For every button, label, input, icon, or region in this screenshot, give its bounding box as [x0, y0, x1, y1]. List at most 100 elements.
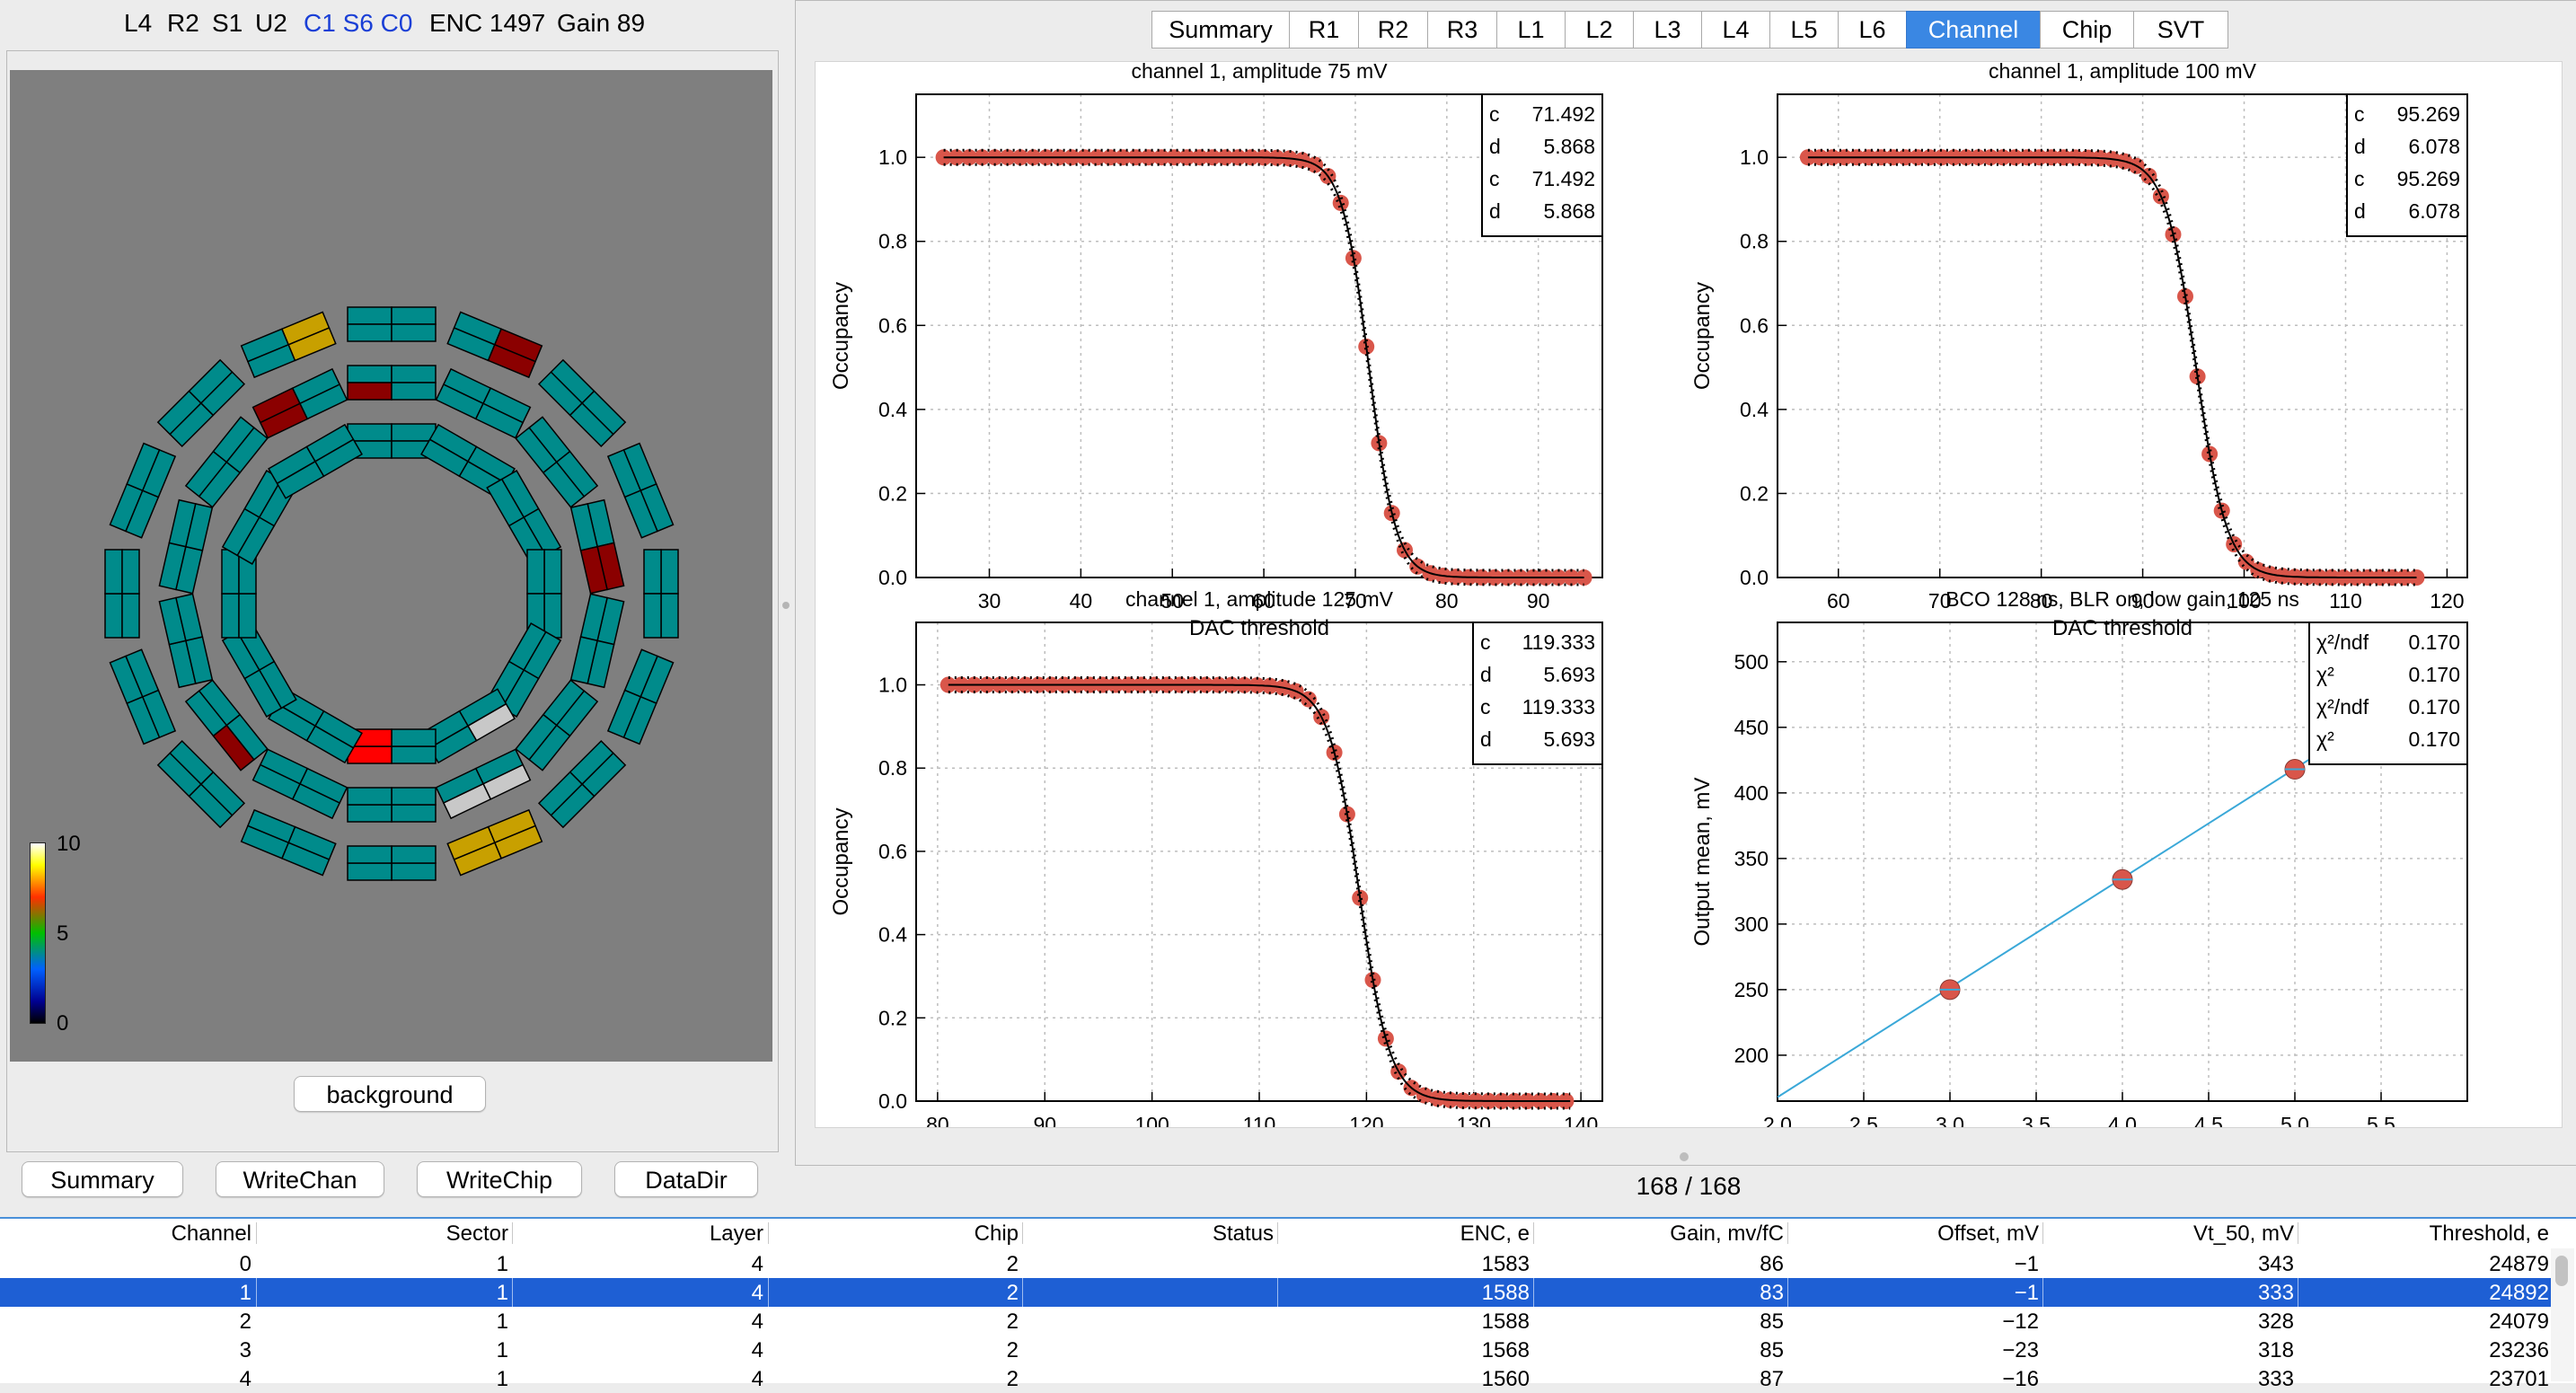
detector-module[interactable]: [184, 416, 269, 508]
column-header[interactable]: Sector: [446, 1221, 508, 1246]
column-header[interactable]: Chip: [974, 1221, 1019, 1246]
detector-module[interactable]: [268, 423, 363, 499]
column-separator: [1277, 1222, 1278, 1244]
splitter-handle[interactable]: [782, 602, 790, 609]
table-row[interactable]: 0 1 4 2 1583 86 −1 343 24879: [0, 1249, 2551, 1278]
fit-band-upper: [943, 148, 1584, 572]
tab-r2[interactable]: R2: [1358, 11, 1428, 48]
detector-module[interactable]: [221, 622, 297, 718]
colorbar: [30, 842, 46, 1024]
data-point: [935, 149, 952, 166]
tab-l2[interactable]: L2: [1565, 11, 1634, 48]
detector-module[interactable]: [537, 739, 627, 829]
detector-module[interactable]: [240, 311, 337, 379]
detector-module[interactable]: [251, 748, 348, 820]
tab-summary[interactable]: Summary: [1151, 11, 1290, 48]
x-tick-label: 100: [2227, 589, 2261, 613]
table-cell: 87: [1760, 1367, 1784, 1391]
detector-module[interactable]: [569, 498, 625, 595]
detector-module[interactable]: [486, 470, 562, 565]
tab-channel[interactable]: Channel: [1906, 11, 2041, 48]
detector-module[interactable]: [104, 549, 140, 639]
table-cell: 2: [1006, 1281, 1019, 1305]
plot-frame: [915, 622, 1603, 1102]
column-header[interactable]: Layer: [709, 1221, 763, 1246]
table-cell: −1: [2014, 1281, 2039, 1305]
detector-module[interactable]: [435, 367, 532, 439]
x-tick-label: 5.0: [2280, 1113, 2309, 1127]
detector-module[interactable]: [643, 549, 679, 639]
column-header[interactable]: Status: [1212, 1221, 1274, 1246]
tab-svt[interactable]: SVT: [2133, 11, 2228, 48]
detector-module[interactable]: [109, 648, 177, 745]
detector-module[interactable]: [158, 498, 214, 595]
tab-r3[interactable]: R3: [1427, 11, 1497, 48]
detector-module[interactable]: [446, 311, 543, 379]
x-tick-label: 4.0: [2108, 1113, 2137, 1127]
y-tick-label: 0.0: [1740, 566, 1769, 589]
table-cell: 1568: [1481, 1338, 1530, 1362]
detector-module[interactable]: [347, 845, 437, 881]
column-header[interactable]: Vt_50, mV: [2192, 1221, 2294, 1246]
tab-r1[interactable]: R1: [1289, 11, 1359, 48]
column-header[interactable]: Threshold, e: [2429, 1221, 2549, 1246]
tab-l4[interactable]: L4: [1701, 11, 1770, 48]
legend-value: 71.492: [1532, 167, 1595, 190]
background-button[interactable]: background: [294, 1076, 486, 1112]
detector-module[interactable]: [347, 787, 437, 823]
detector-module[interactable]: [606, 442, 675, 539]
detector-map-canvas[interactable]: [10, 70, 772, 1062]
legend-key: c: [2354, 167, 2365, 190]
data-dir-button[interactable]: DataDir: [614, 1161, 758, 1197]
tab-l3[interactable]: L3: [1633, 11, 1702, 48]
y-tick-label: 300: [1734, 913, 1769, 936]
detector-module[interactable]: [515, 416, 599, 508]
x-tick-label: 120: [1349, 1113, 1383, 1127]
table-row[interactable]: 1 1 4 2 1588 83 −1 333 24892: [0, 1278, 2551, 1307]
detector-module[interactable]: [569, 593, 625, 689]
tab-l6[interactable]: L6: [1838, 11, 1907, 48]
detector-module[interactable]: [435, 748, 532, 820]
detector-module[interactable]: [347, 728, 437, 764]
tab-l1[interactable]: L1: [1496, 11, 1566, 48]
detector-module[interactable]: [156, 358, 246, 448]
legend-key: c: [1480, 695, 1491, 719]
cell-separator: [512, 1278, 513, 1307]
column-header[interactable]: Gain, mv/fC: [1670, 1221, 1784, 1246]
table-cell: 1: [496, 1281, 508, 1305]
detector-map[interactable]: 10 5 0: [10, 70, 772, 1062]
detector-module[interactable]: [240, 808, 337, 877]
tab-l5[interactable]: L5: [1769, 11, 1839, 48]
column-header[interactable]: Channel: [171, 1221, 251, 1246]
table-cell: 1583: [1481, 1252, 1530, 1276]
detector-module[interactable]: [251, 367, 348, 439]
detector-module[interactable]: [109, 442, 177, 539]
detector-module[interactable]: [606, 648, 675, 745]
detector-module[interactable]: [184, 679, 269, 771]
column-header[interactable]: ENC, e: [1460, 1221, 1530, 1246]
table-row[interactable]: 4 1 4 2 1560 87 −16 333 23701: [0, 1364, 2551, 1393]
tab-chip[interactable]: Chip: [2040, 11, 2134, 48]
table-row[interactable]: 3 1 4 2 1568 85 −23 318 23236: [0, 1336, 2551, 1364]
detector-module[interactable]: [446, 808, 543, 877]
x-tick-label: 130: [1457, 1113, 1491, 1127]
detector-module[interactable]: [347, 306, 437, 342]
detector-module[interactable]: [156, 739, 246, 829]
table-row[interactable]: 2 1 4 2 1588 85 −12 328 24079: [0, 1307, 2551, 1336]
legend-value: 6.078: [2408, 135, 2460, 158]
column-header[interactable]: Offset, mV: [1937, 1221, 2039, 1246]
legend-box: c 119.333 d 5.693 c 119.333 d 5.693: [1472, 622, 1603, 765]
table-cell: 23236: [2489, 1338, 2549, 1362]
detector-module[interactable]: [515, 679, 599, 771]
table-scroll-thumb[interactable]: [2555, 1256, 2568, 1286]
detector-module[interactable]: [347, 365, 437, 401]
summary-button[interactable]: Summary: [22, 1161, 183, 1197]
detector-module[interactable]: [420, 423, 516, 499]
detector-module[interactable]: [158, 593, 214, 689]
write-chan-button[interactable]: WriteChan: [216, 1161, 384, 1197]
detector-module[interactable]: [537, 358, 627, 448]
table-cell: 4: [239, 1367, 251, 1391]
x-tick-label: 110: [1243, 1113, 1276, 1127]
splitter-handle-bottom[interactable]: [1680, 1152, 1689, 1161]
write-chip-button[interactable]: WriteChip: [417, 1161, 582, 1197]
